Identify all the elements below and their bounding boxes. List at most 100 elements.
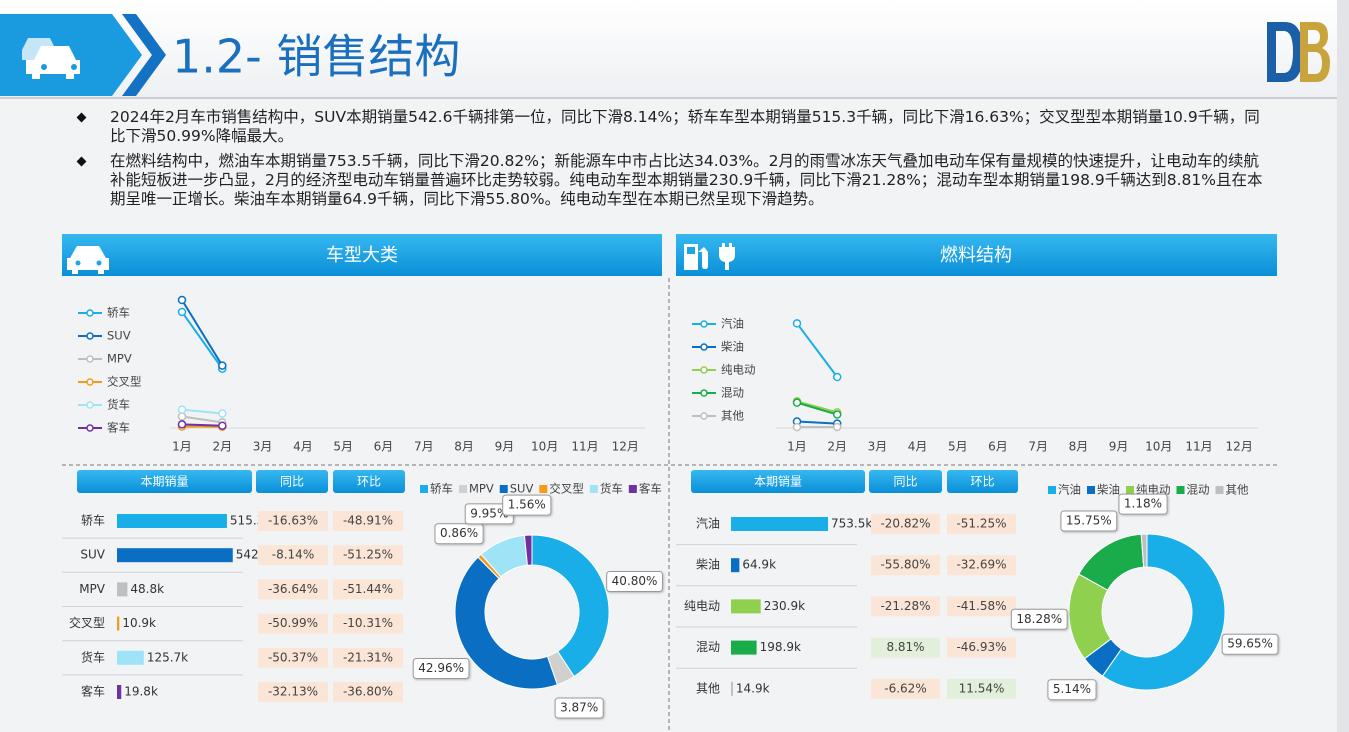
cell-value: -36.64%	[268, 582, 318, 596]
x-tick-label: 6月	[988, 440, 1008, 454]
cell-value: -6.62%	[884, 681, 926, 695]
data-label-text: 1.56%	[508, 498, 546, 512]
x-tick-label: 5月	[948, 440, 968, 454]
cell-bg	[258, 647, 328, 668]
x-tick-label: 8月	[1069, 440, 1089, 454]
bar	[117, 548, 233, 563]
legend-marker	[86, 378, 94, 386]
data-label: 1.56%	[502, 494, 552, 516]
legend-marker	[700, 366, 708, 374]
series-line	[796, 322, 839, 378]
cell-bg	[258, 682, 328, 702]
cell-bg	[947, 596, 1016, 617]
series-line	[796, 400, 838, 414]
cell-value: -50.37%	[268, 650, 318, 664]
cell-bg	[947, 514, 1016, 534]
legend-label: 混动	[721, 386, 744, 400]
cell-bg	[333, 647, 403, 668]
value-label: 14.9k	[736, 681, 770, 695]
data-label-box	[1221, 633, 1279, 655]
cell-bg	[947, 678, 1016, 699]
legend-swatch	[459, 485, 467, 493]
data-label: 40.80%	[606, 571, 663, 593]
cell-bg	[333, 613, 403, 634]
row-label: 其他	[696, 681, 720, 695]
bullet-list: 2024年2月车市销售结构中，SUV本期销量542.6千辆排第一位，同比下滑8.…	[72, 108, 1272, 215]
legend-marker	[700, 343, 708, 351]
legend-label: 交叉型	[549, 482, 584, 496]
column-header	[869, 470, 942, 493]
data-point	[832, 410, 842, 419]
bullet-text: 2024年2月车市销售结构中，SUV本期销量542.6千辆排第一位，同比下滑8.…	[110, 108, 1260, 145]
legend-label: MPV	[469, 482, 494, 496]
legend-marker	[86, 355, 94, 363]
x-tick-label: 5月	[333, 440, 353, 454]
data-label: 59.65%	[1221, 633, 1279, 655]
cell-value: -51.25%	[343, 548, 393, 562]
bar	[731, 599, 761, 614]
cell-bg	[333, 579, 403, 600]
value-label: 125.7k	[147, 650, 188, 664]
data-label-box	[412, 657, 470, 679]
data-label-box	[554, 697, 604, 719]
legend-swatch	[1048, 486, 1056, 494]
donut-slice	[1140, 533, 1148, 568]
legend-marker	[86, 309, 94, 317]
column-header-label: 同比	[280, 475, 304, 489]
legend-label: SUV	[510, 482, 534, 496]
x-tick-label: 8月	[454, 440, 474, 454]
cell-value: -46.93%	[956, 640, 1006, 654]
bar	[117, 514, 227, 528]
data-label: 5.14%	[1047, 679, 1097, 701]
panel-header	[676, 234, 1277, 276]
legend-swatch	[1087, 486, 1095, 494]
cell-value: -50.99%	[268, 616, 318, 630]
value-label: 230.9k	[764, 599, 805, 613]
panel-title: 车型大类	[326, 245, 398, 266]
series-line	[181, 299, 224, 367]
cell-value: -32.69%	[956, 558, 1006, 572]
data-label-text: 9.95%	[470, 506, 508, 520]
column-header	[77, 470, 252, 493]
data-point	[792, 422, 802, 432]
column-header-label: 本期销量	[754, 475, 802, 489]
scroll-strip	[1337, 0, 1349, 732]
legend-marker	[700, 389, 708, 397]
data-point	[177, 412, 187, 421]
legend-label: 混动	[1187, 483, 1210, 497]
cell-value: -51.44%	[343, 582, 393, 596]
bar	[117, 685, 122, 699]
legend-swatch	[420, 485, 428, 493]
legend-label: 纯电动	[1136, 483, 1171, 497]
row-label: 纯电动	[684, 599, 720, 613]
legend-marker	[700, 320, 708, 328]
bullet-marker	[76, 112, 87, 123]
x-tick-label: 4月	[293, 440, 313, 454]
row-label: 交叉型	[69, 615, 105, 630]
data-label: 1.18%	[1118, 493, 1168, 515]
series-line	[181, 408, 223, 415]
series-line	[181, 415, 223, 424]
series-line	[181, 311, 224, 370]
data-point	[177, 420, 187, 429]
row-label: MPV	[79, 582, 106, 596]
column-header	[256, 470, 328, 493]
data-label: 3.87%	[554, 697, 604, 719]
legend-label: 柴油	[721, 340, 744, 354]
legend-label: 汽油	[721, 317, 744, 331]
cell-bg	[333, 545, 403, 566]
x-tick-label: 1月	[172, 440, 192, 454]
column-header	[333, 470, 405, 493]
value-label: 10.9k	[122, 616, 156, 630]
column-header-label: 环比	[970, 475, 994, 489]
legend-swatch	[628, 485, 637, 493]
donut-slice	[531, 534, 610, 678]
bullet: 在燃料结构中，燃油车本期销量753.5千辆，同比下滑20.82%；新能源车中市占…	[72, 152, 1272, 209]
row-label: 柴油	[696, 558, 720, 572]
legend-label: 客车	[639, 482, 662, 496]
legend-label: 其他	[721, 409, 744, 423]
bar	[731, 681, 733, 696]
data-point	[218, 421, 227, 430]
legend-label: 客车	[107, 421, 130, 435]
x-tick-label: 9月	[495, 440, 515, 454]
